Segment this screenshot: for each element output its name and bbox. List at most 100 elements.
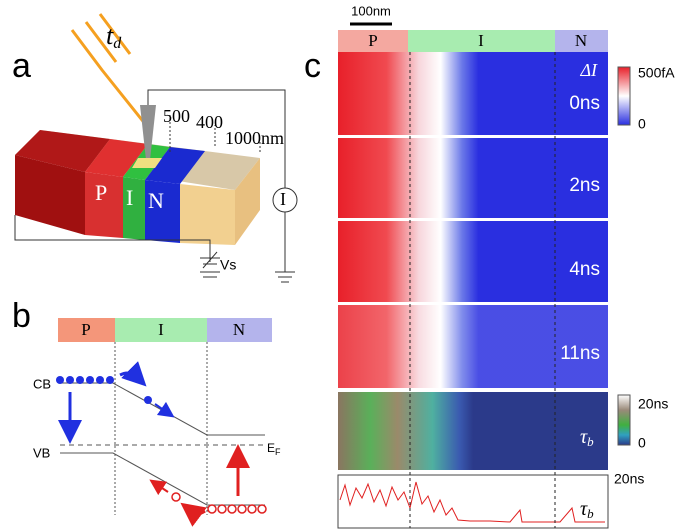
holes [171, 492, 267, 514]
shape [76, 376, 84, 384]
shape [237, 504, 247, 514]
shape [85, 139, 148, 177]
panel-label: b [12, 297, 31, 335]
shape [56, 376, 64, 384]
text-part: F [275, 447, 281, 457]
delay-label: td [106, 21, 122, 52]
region-label: N [148, 188, 164, 213]
dimension-label: 400 [196, 112, 223, 132]
heatmap [338, 305, 608, 388]
panel-label: a [12, 47, 31, 85]
shape [154, 401, 175, 418]
shape [207, 504, 217, 514]
shape [200, 271, 220, 278]
region-n [555, 30, 608, 52]
text-part: b [587, 434, 594, 449]
profile-box [337, 474, 609, 529]
shape [272, 187, 298, 213]
shape [145, 180, 180, 243]
tip [140, 105, 156, 160]
profile-line [339, 481, 605, 523]
text-part: b [587, 506, 594, 521]
device-front [15, 155, 85, 235]
shape [96, 376, 104, 384]
colorbar-label: 0 [638, 435, 646, 451]
shape [217, 504, 227, 514]
region-label: I [158, 320, 164, 339]
symbol-label: τb [580, 426, 594, 449]
voltage-label: Vs [220, 257, 236, 273]
region-label: I [478, 31, 484, 50]
delay-label: 4ns [569, 259, 600, 280]
shape [132, 158, 162, 168]
electrons [56, 376, 152, 404]
region-label: P [95, 180, 107, 205]
text-part: d [113, 35, 122, 52]
delay-label: 2ns [569, 175, 600, 196]
axis-label: 20ns [614, 471, 644, 487]
shape [235, 158, 260, 245]
shape [180, 184, 235, 245]
boundary-lines [409, 52, 556, 528]
region-label: N [233, 320, 245, 339]
shape [149, 479, 169, 496]
dimension-label: 1000nm [225, 128, 284, 148]
shape [171, 492, 181, 502]
colorbar-label: 0 [638, 116, 646, 132]
dimension-label: 500 [163, 106, 190, 126]
region-i [115, 318, 207, 342]
colorbar-label: 500fA [638, 65, 675, 81]
shape [145, 147, 205, 184]
shape [169, 115, 261, 152]
shape [227, 504, 237, 514]
heatmap [338, 221, 608, 302]
region-i [408, 30, 555, 52]
text-part: E [267, 441, 275, 455]
shape [147, 89, 286, 272]
shape [85, 172, 123, 238]
ammeter-label: I [280, 189, 286, 209]
region-label: P [368, 31, 377, 50]
band-label: VB [33, 445, 50, 460]
symbol-label: ΔI [579, 60, 598, 80]
delay-label: 11ns [560, 343, 600, 364]
heatmap [338, 138, 608, 218]
region-p [58, 318, 115, 342]
colorbar [617, 394, 631, 446]
scale-bar-label: 100nm [351, 3, 391, 18]
panel-label: c [304, 47, 321, 85]
region-label: N [575, 31, 587, 50]
text-part: τ [580, 426, 588, 448]
delay-label: 0ns [569, 93, 600, 114]
shape [106, 376, 114, 384]
circuit [14, 89, 298, 283]
shape [123, 177, 145, 240]
shape [86, 376, 94, 384]
lifetime-map [338, 392, 608, 470]
band-label: CB [33, 376, 51, 391]
shape [180, 502, 207, 527]
shape [60, 452, 265, 506]
arrows [58, 361, 250, 527]
shape [114, 342, 208, 515]
symbol-label: τb [580, 498, 594, 521]
text-part: τ [580, 498, 588, 520]
colorbar-label: 20ns [638, 396, 668, 412]
region-p [338, 30, 408, 52]
shape [66, 376, 74, 384]
heatmap [338, 52, 608, 135]
region-label: I [126, 185, 133, 210]
shape [247, 504, 257, 514]
shape [119, 361, 147, 387]
text-part: t [106, 21, 114, 50]
shape [70, 13, 152, 131]
shape [15, 130, 110, 172]
region-n [207, 318, 272, 342]
shape [257, 504, 267, 514]
shape [144, 396, 152, 404]
shape [14, 215, 220, 269]
shape [275, 271, 295, 283]
colorbar [617, 66, 631, 126]
region-label: P [81, 320, 90, 339]
